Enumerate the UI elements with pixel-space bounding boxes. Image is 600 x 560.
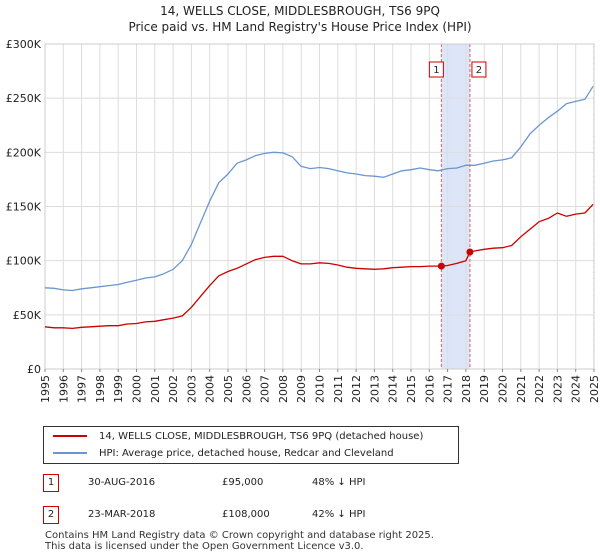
- x-tick-label: 2010: [314, 375, 327, 403]
- x-tick-label: 2019: [478, 375, 491, 403]
- footer-line-licence: This data is licensed under the Open Gov…: [45, 541, 364, 552]
- x-tick-label: 2001: [149, 375, 162, 403]
- x-tick-label: 2008: [277, 375, 290, 403]
- footer-line-copyright: Contains HM Land Registry data © Crown c…: [45, 530, 434, 541]
- y-tick-label: £300K: [6, 38, 42, 51]
- chart-title-subtitle: Price paid vs. HM Land Registry's House …: [128, 20, 472, 34]
- y-tick-label: £250K: [6, 92, 42, 105]
- hpi-line: [44, 85, 594, 292]
- x-tick-label: 2012: [350, 375, 363, 403]
- x-tick-label: 1999: [112, 375, 125, 403]
- x-tick-label: 2006: [240, 375, 253, 403]
- legend-item-hpi: HPI: Average price, detached house, Redc…: [44, 445, 394, 461]
- sale-point: [466, 248, 474, 256]
- x-tick-label: 2011: [332, 375, 345, 403]
- transaction-badge: 2: [43, 506, 59, 524]
- sale-label-text: 2: [476, 65, 482, 76]
- y-tick-label: £100K: [6, 255, 42, 268]
- transaction-hpi: 42% ↓ HPI: [312, 509, 366, 520]
- transaction-row: 1 30-AUG-2016 £95,000 48% ↓ HPI: [0, 474, 600, 494]
- transaction-badge: 1: [43, 474, 59, 492]
- transaction-price: £108,000: [222, 509, 270, 520]
- legend-label-hpi: HPI: Average price, detached house, Redc…: [99, 447, 394, 459]
- y-tick-label: £200K: [6, 146, 42, 159]
- legend-swatch-price: [53, 435, 87, 437]
- x-tick-label: 2023: [551, 375, 564, 403]
- x-tick-label: 2014: [387, 375, 400, 403]
- x-tick-label: 2022: [533, 375, 546, 403]
- legend-item-price: 14, WELLS CLOSE, MIDDLESBROUGH, TS6 9PQ …: [44, 428, 423, 444]
- x-tick-label: 2021: [515, 375, 528, 403]
- sale-label-badge: [428, 61, 444, 78]
- x-tick-label: 2003: [185, 375, 198, 403]
- y-tick-label: £150K: [6, 201, 42, 214]
- transaction-date: 23-MAR-2018: [88, 509, 156, 520]
- transaction-date: 30-AUG-2016: [88, 477, 156, 488]
- x-tick-label: 2018: [460, 375, 473, 403]
- footer-attribution: Contains HM Land Registry data © Crown c…: [45, 530, 434, 552]
- sale-point: [437, 262, 445, 270]
- sale-label-badge: [471, 61, 487, 78]
- x-tick-label: 1997: [76, 375, 89, 403]
- transaction-hpi: 48% ↓ HPI: [312, 477, 366, 488]
- sale-label-text: 1: [433, 65, 439, 76]
- y-tick-label: £50K: [13, 309, 42, 322]
- chart-legend: 14, WELLS CLOSE, MIDDLESBROUGH, TS6 9PQ …: [43, 426, 459, 464]
- x-tick-label: 1995: [39, 375, 52, 403]
- x-tick-label: 2015: [405, 375, 418, 403]
- x-tick-label: 2013: [368, 375, 381, 403]
- transaction-price: £95,000: [222, 477, 264, 488]
- x-tick-label: 2005: [222, 375, 235, 403]
- x-tick-label: 2020: [497, 375, 510, 403]
- x-tick-label: 2002: [167, 375, 180, 403]
- y-tick-label: £0: [27, 363, 41, 376]
- legend-swatch-hpi: [53, 452, 87, 454]
- transaction-row: 2 23-MAR-2018 £108,000 42% ↓ HPI: [0, 506, 600, 526]
- x-tick-label: 2000: [131, 375, 144, 403]
- legend-label-price: 14, WELLS CLOSE, MIDDLESBROUGH, TS6 9PQ …: [99, 430, 424, 442]
- x-tick-label: 2017: [442, 375, 455, 403]
- x-tick-label: 1998: [94, 375, 107, 403]
- x-tick-label: 2007: [259, 375, 272, 403]
- price-chart: 1 2 £0 £50K £100K £150K £200K £250K £300K 1995 199…: [6, 38, 600, 403]
- x-tick-label: 2025: [588, 375, 600, 403]
- x-tick-label: 2009: [295, 375, 308, 403]
- x-tick-label: 1996: [57, 375, 70, 403]
- chart-title-address: 14, WELLS CLOSE, MIDDLESBROUGH, TS6 9PQ: [160, 4, 440, 18]
- x-tick-label: 2024: [570, 375, 583, 403]
- x-tick-label: 2004: [204, 375, 217, 403]
- price-paid-line: [44, 203, 594, 330]
- x-tick-label: 2016: [423, 375, 436, 403]
